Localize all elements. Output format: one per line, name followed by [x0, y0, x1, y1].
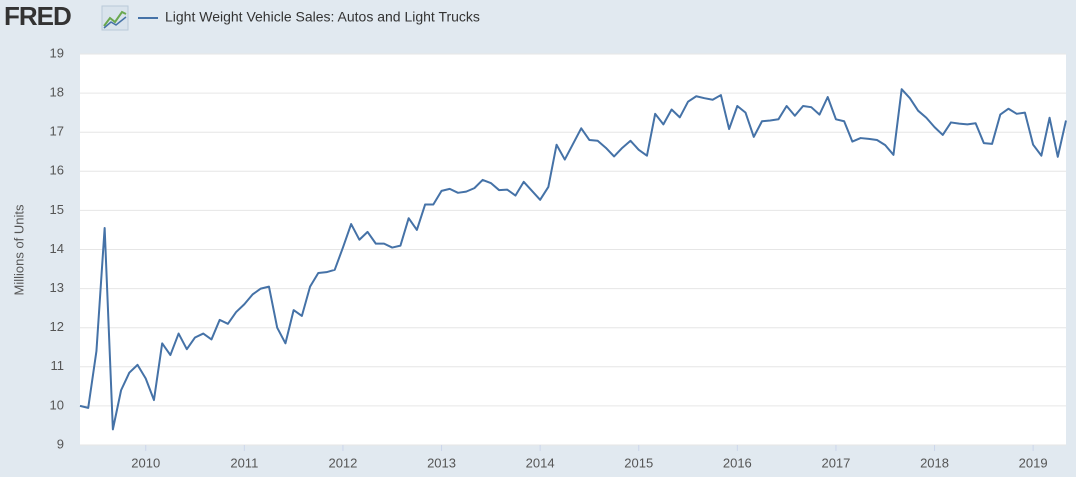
x-tick-label: 2011	[230, 455, 258, 470]
y-tick-label: 10	[50, 397, 64, 412]
x-tick-label: 2017	[821, 455, 850, 470]
x-tick-label: 2012	[328, 455, 357, 470]
legend-label: Light Weight Vehicle Sales: Autos and Li…	[165, 9, 480, 25]
y-tick-label: 15	[50, 202, 64, 217]
y-tick-label: 12	[50, 319, 64, 334]
y-tick-label: 17	[50, 124, 64, 139]
y-tick-label: 9	[57, 436, 64, 451]
y-tick-label: 16	[50, 163, 64, 178]
y-tick-label: 19	[50, 45, 64, 60]
series-line	[79, 88, 1067, 431]
y-tick-label: 18	[50, 85, 64, 100]
x-tick-label: 2018	[920, 455, 949, 470]
x-tick-label: 2013	[427, 455, 456, 470]
y-axis-label: Millions of Units	[11, 204, 26, 296]
x-tick-label: 2015	[624, 455, 653, 470]
x-tick-label: 2014	[526, 455, 555, 470]
y-tick-label: 14	[50, 241, 64, 256]
logo-icon	[101, 5, 129, 31]
y-tick-label: 13	[50, 280, 64, 295]
x-tick-label: 2010	[131, 455, 160, 470]
brand-logo: FRED	[4, 1, 71, 31]
y-tick-label: 11	[51, 358, 65, 373]
x-tick-label: 2019	[1019, 455, 1048, 470]
x-tick-label: 2016	[723, 455, 752, 470]
